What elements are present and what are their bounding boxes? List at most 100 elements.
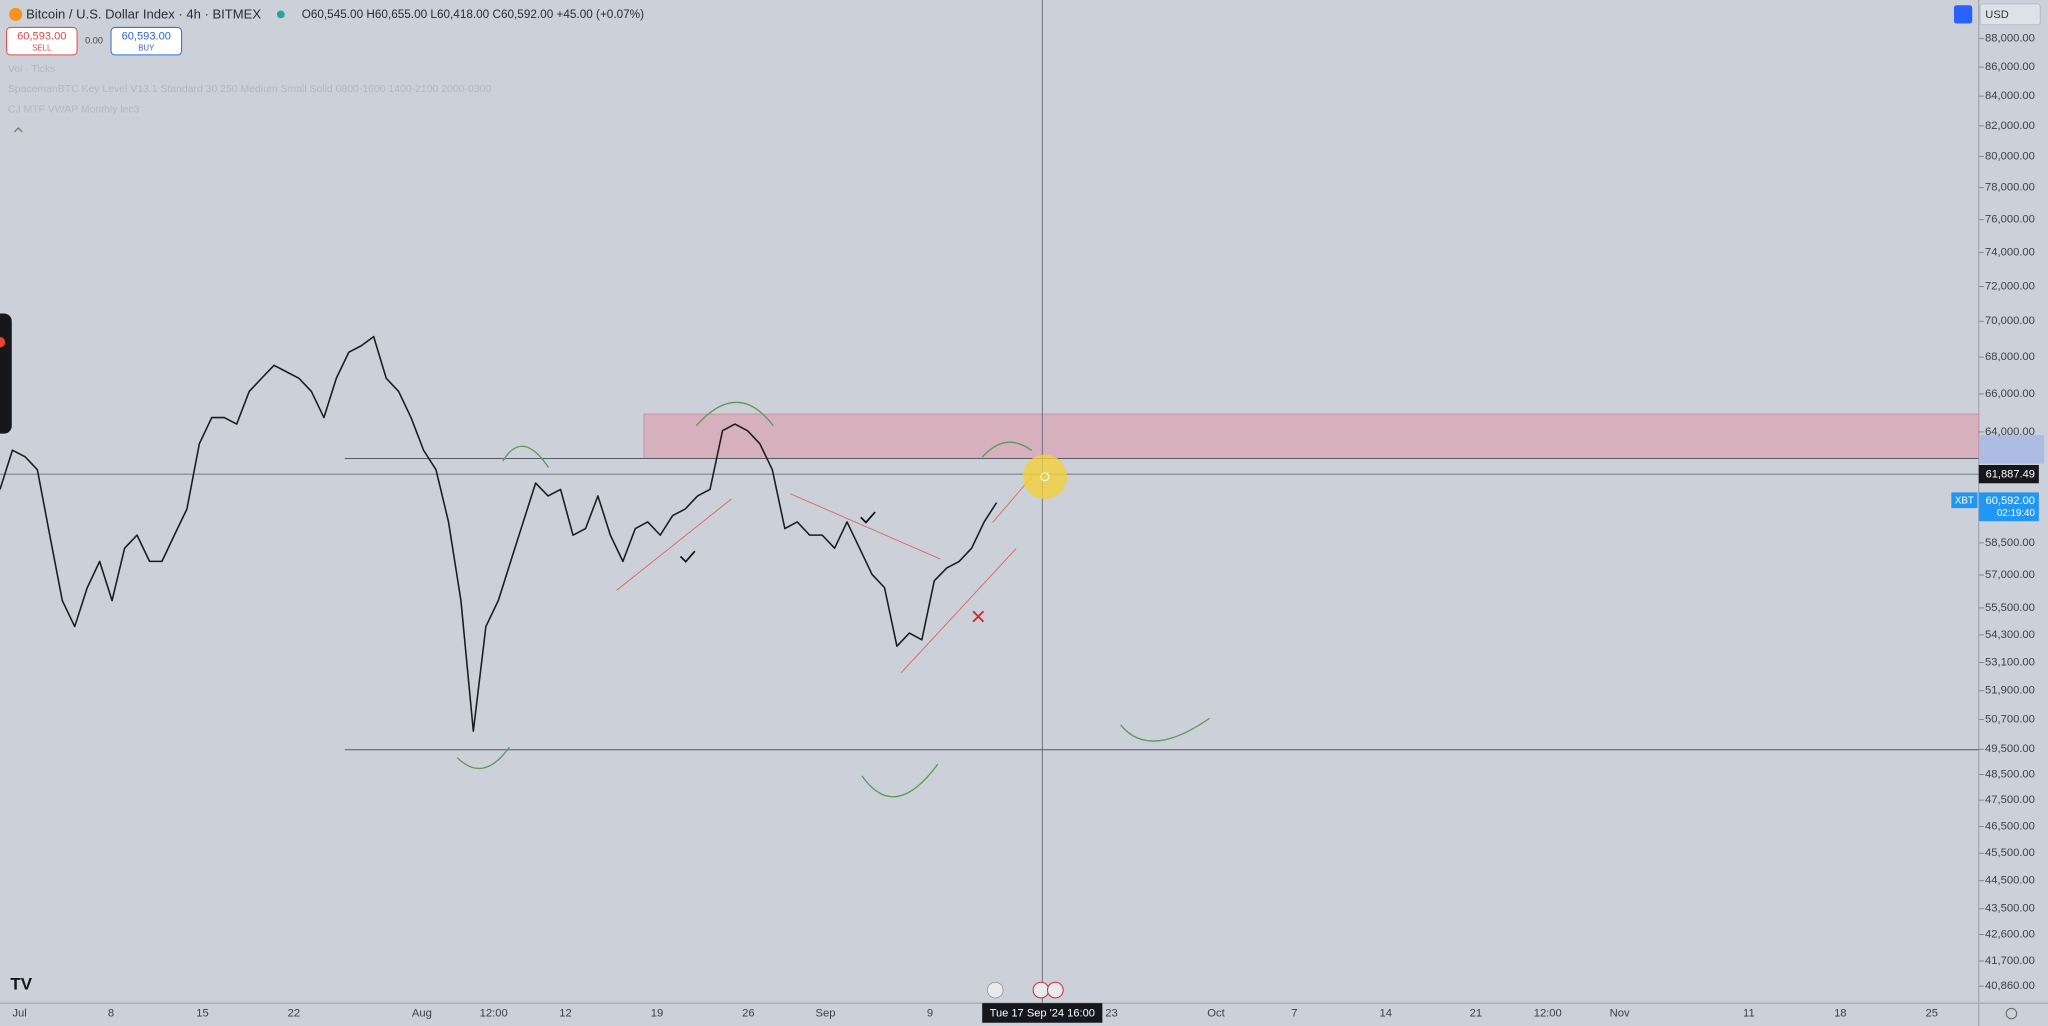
y-tick-label: 68,000.00 [1985, 351, 2035, 363]
y-tick-label: 48,500.00 [1985, 768, 2035, 780]
settings[interactable] [2005, 1007, 2018, 1020]
y-tick-label: 44,500.00 [1985, 875, 2035, 887]
buy-price[interactable]: 60,593.00 [122, 31, 171, 43]
y-tick-label: 82,000.00 [1985, 120, 2035, 132]
sell-label[interactable]: SELL [32, 43, 52, 52]
price-series [0, 335, 998, 732]
sell-price[interactable]: 60,593.00 [17, 31, 66, 43]
trendline [790, 493, 941, 560]
x-tick-label: 11 [1743, 1008, 1755, 1020]
x-tick-label: 23 [1105, 1008, 1117, 1020]
collapse[interactable] [13, 127, 23, 133]
x-tick-label: 21 [1470, 1008, 1482, 1020]
x-tick-label: Sep [815, 1008, 835, 1020]
spread: 0.00 [85, 36, 103, 46]
sell-button[interactable] [6, 26, 78, 56]
last-symbol: XBT [1955, 496, 1974, 507]
arc [456, 746, 510, 770]
arc [502, 445, 550, 468]
arc [695, 401, 774, 427]
y-tick-label: 70,000.00 [1985, 315, 2035, 327]
y-tick-label: 41,700.00 [1985, 955, 2035, 967]
x-tick-label: 12 [559, 1008, 571, 1020]
y-tick-label: 80,000.00 [1985, 150, 2035, 162]
x-tick-label: 7 [1291, 1008, 1297, 1020]
y-tick-label: 58,500.00 [1985, 537, 2035, 549]
symbol: Bitcoin / U.S. Dollar Index · 4h · BITME… [26, 6, 261, 21]
x-tick-label: Aug [412, 1008, 432, 1020]
x-tick-label: 12:00 [480, 1008, 508, 1020]
event-icon[interactable] [987, 981, 1004, 999]
y-tick-label: 42,600.00 [1985, 929, 2035, 941]
btc-icon [9, 7, 23, 21]
x-tick-label: 26 [742, 1008, 754, 1020]
currency-select[interactable] [1979, 3, 2041, 26]
y-tick-label: 72,000.00 [1985, 280, 2035, 292]
last-price: 60,592.00 [1986, 495, 2035, 507]
y-tick-label: 46,500.00 [1985, 820, 2035, 832]
status-dot [276, 10, 285, 19]
x-tick-label: Oct [1207, 1008, 1225, 1020]
countdown: 02:19:40 [1997, 508, 2036, 519]
trendline [616, 498, 732, 591]
x-tick-label: 14 [1380, 1008, 1392, 1020]
y-tick-label: 45,500.00 [1985, 847, 2035, 859]
trendline [900, 548, 1017, 673]
indicator[interactable]: Vol · Ticks [8, 64, 56, 75]
x-tick-label: Nov [1610, 1008, 1630, 1020]
x-tick-label: 15 [196, 1008, 208, 1020]
y-tick-label: 47,500.00 [1985, 794, 2035, 806]
crosshair-time: Tue 17 Sep '24 16:00 [990, 1008, 1095, 1020]
indicator[interactable]: CJ MTF VWAP Monthly lec3 [8, 104, 140, 115]
x-tick-label: 22 [288, 1008, 300, 1020]
buy-label[interactable]: BUY [138, 43, 155, 52]
side-widget [0, 313, 12, 434]
y-tick-label: 84,000.00 [1985, 90, 2035, 102]
crosshair-price-tag [1978, 464, 2039, 484]
ohlc: O60,545.00 H60,655.00 L60,418.00 C60,592… [302, 8, 644, 21]
event-icon[interactable] [1032, 981, 1050, 999]
y-tick-label: 53,100.00 [1985, 656, 2035, 668]
y-tick-label: 54,300.00 [1985, 629, 2035, 641]
x-tick-label: 25 [1926, 1008, 1938, 1020]
y-tick-label: 55,500.00 [1985, 602, 2035, 614]
crosshair-price: 61,887.49 [1986, 469, 2035, 481]
cursor [1040, 472, 1050, 482]
x-mark [972, 610, 985, 623]
y-tick-label: 66,000.00 [1985, 388, 2035, 400]
buy-button[interactable] [110, 26, 183, 56]
last-price-tag [1978, 492, 2039, 522]
y-tick-label: 64,000.00 [1985, 426, 2035, 438]
x-tick-label: 8 [108, 1008, 114, 1020]
x-tick-label: 12:00 [1534, 1008, 1562, 1020]
check-marks [679, 511, 876, 563]
arc [861, 763, 939, 798]
x-tick-label: 9 [927, 1008, 933, 1020]
y-tick-label: 43,500.00 [1985, 903, 2035, 915]
y-tick-label: 88,000.00 [1985, 33, 2035, 45]
arc [981, 441, 1033, 458]
y-tick-label: 51,900.00 [1985, 685, 2035, 697]
supply-zone [643, 413, 1980, 459]
x-tick-label: 19 [651, 1008, 663, 1020]
y-tick-label: 57,000.00 [1985, 569, 2035, 581]
currency[interactable]: USD [1985, 9, 2008, 21]
price-line [0, 335, 998, 732]
logo: TV [10, 974, 32, 993]
y-tick-label: 86,000.00 [1985, 61, 2035, 73]
x-tick-label: 18 [1834, 1008, 1846, 1020]
indicator[interactable]: SpacemanBTC Key Level V13.1 Standard 30 … [8, 84, 492, 95]
settings-icon[interactable] [1953, 5, 1973, 24]
record-dot [0, 336, 6, 348]
crosshair-time-tag [982, 1003, 1103, 1023]
y-tick-label: 74,000.00 [1985, 247, 2035, 259]
zone-axis-highlight [1978, 434, 2045, 464]
y-tick-label: 78,000.00 [1985, 182, 2035, 194]
y-tick-label: 40,860.00 [1985, 980, 2035, 992]
trendlines [616, 476, 1033, 673]
event-icon[interactable] [1046, 981, 1064, 999]
arc [1120, 717, 1210, 742]
